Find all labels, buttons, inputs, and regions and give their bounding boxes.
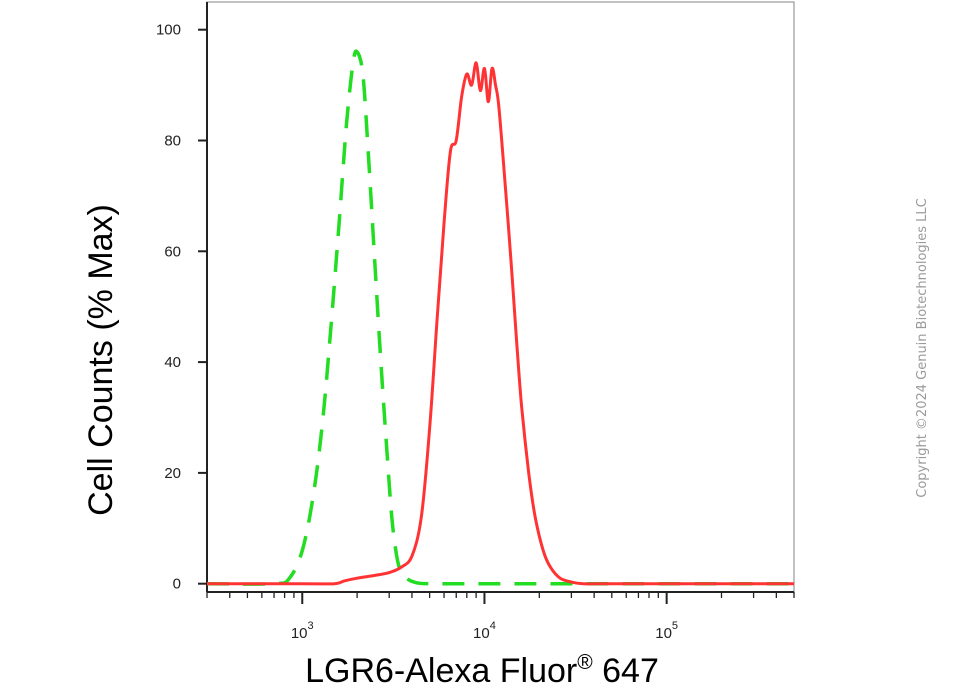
x-tick-label-1000: 103: [291, 620, 314, 642]
x-tick-label-10000: 104: [473, 620, 496, 642]
y-tick-label-40: 40: [164, 354, 181, 371]
y-tick-label-100: 100: [156, 22, 181, 39]
y-axis-ticks: 0 20 40 60 80 100: [156, 22, 207, 593]
series-line-sample-solid: [207, 61, 794, 586]
x-axis-title-suffix: 647: [593, 652, 659, 690]
plot-frame: [206, 1, 795, 593]
y-tick-label-80: 80: [164, 132, 181, 149]
y-axis-title: Cell Counts (% Max): [82, 204, 120, 516]
x-axis-title-main: LGR6-Alexa Fluor: [305, 652, 577, 690]
x-axis-title-registered: ®: [577, 651, 593, 674]
y-tick-label-20: 20: [164, 465, 181, 482]
x-tick-label-100000: 105: [655, 620, 678, 642]
x-axis-ticks: 103 104 105: [206, 592, 795, 642]
copyright-watermark: Copyright ©2024 Genuin Biotechnologies L…: [915, 198, 930, 497]
histogram-series: [206, 49, 794, 586]
x-axis-title: LGR6-Alexa Fluor® 647: [305, 651, 659, 690]
y-tick-label-60: 60: [164, 243, 181, 260]
y-tick-label-0: 0: [173, 576, 181, 593]
